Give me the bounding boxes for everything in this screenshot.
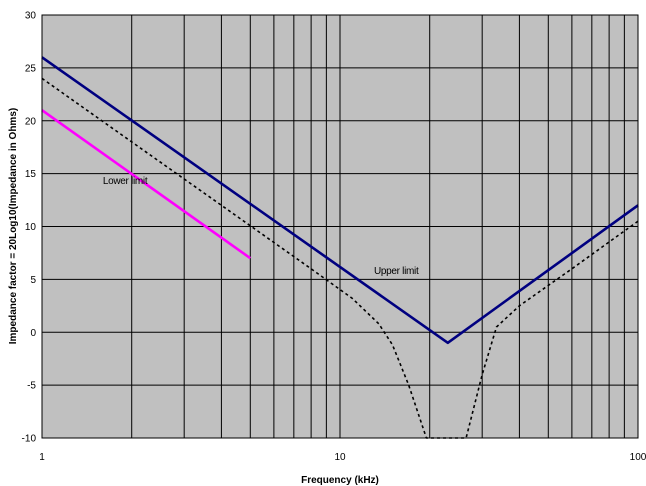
series-line-3 [41,77,639,439]
x-tick-label: 100 [630,452,646,463]
y-tick-label: 15 [25,169,37,180]
annotations: Lower limit Upper limit [103,176,419,277]
y-tick-label: 5 [30,275,36,286]
plot-border [41,14,639,439]
x-tick-label: 10 [334,452,346,463]
y-tick-label: 30 [25,11,37,22]
y-tick-label: -10 [22,434,37,445]
grid-lines [41,14,638,439]
y-tick-label: 20 [25,116,37,127]
y-axis-title: Impedance factor = 20Log10(Impedance in … [8,108,19,344]
x-tick-labels: 1 10 100 [39,452,646,463]
chart-annotation: Upper limit [374,266,419,277]
y-tick-labels: -10 -5 0 5 10 15 20 25 30 [22,11,37,445]
y-tick-label: -5 [27,381,36,392]
x-tick-label: 1 [39,452,45,463]
y-tick-label: 25 [25,63,37,74]
y-tick-label: 10 [25,222,37,233]
series-layer [41,56,639,439]
series-line-2 [41,109,252,260]
chart-annotation: Lower limit [103,176,148,187]
series-line-1 [41,56,639,345]
y-tick-label: 0 [30,328,36,339]
x-axis-title: Frequency (kHz) [301,475,379,486]
